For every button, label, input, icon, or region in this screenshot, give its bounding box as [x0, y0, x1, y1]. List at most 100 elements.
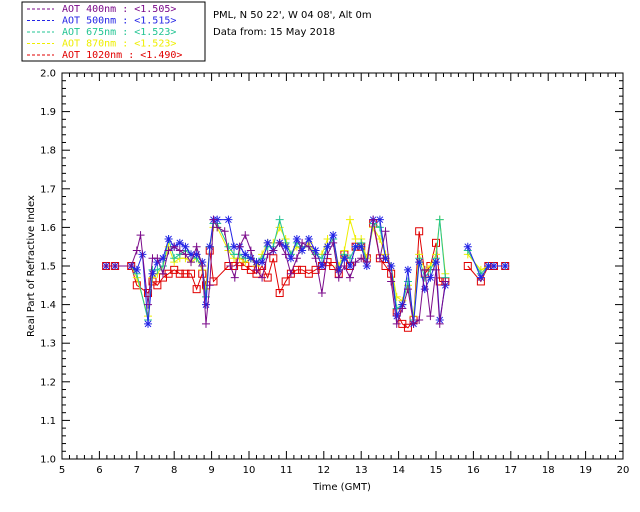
data-point — [329, 231, 338, 240]
x-tick-label: 12 — [317, 465, 330, 476]
data-point — [181, 250, 190, 259]
data-point — [153, 265, 162, 274]
data-point — [158, 254, 167, 263]
data-point — [351, 242, 360, 251]
data-point — [340, 254, 349, 263]
x-tick-label: 10 — [243, 465, 256, 476]
series-5 — [102, 219, 510, 332]
data-point — [275, 289, 284, 298]
data-point — [432, 238, 440, 247]
x-tick-label: 6 — [96, 465, 102, 476]
data-point — [153, 281, 162, 290]
data-point — [187, 250, 196, 259]
data-point — [187, 269, 196, 278]
data-point — [392, 312, 401, 321]
x-tick-label: 20 — [617, 465, 630, 476]
x-tick-label: 19 — [579, 465, 592, 476]
data-point — [192, 285, 201, 294]
data-point — [281, 277, 290, 286]
x-tick-label: 18 — [542, 465, 555, 476]
data-point — [463, 242, 472, 251]
legend-label: AOT 675nm : <1.523> — [62, 27, 176, 38]
data-point — [292, 234, 301, 243]
data-point — [403, 265, 412, 274]
data-point — [298, 246, 307, 255]
data-point — [258, 273, 267, 282]
data-point — [252, 258, 261, 267]
data-point — [275, 223, 284, 232]
y-tick-label: 2.0 — [40, 69, 56, 80]
data-point — [111, 262, 120, 270]
data-point — [153, 254, 162, 263]
data-point — [127, 262, 136, 270]
data-point — [381, 227, 390, 236]
data-point — [403, 277, 412, 286]
x-tick-label: 17 — [504, 465, 517, 476]
legend-label: AOT 870nm : <1.523> — [62, 39, 176, 50]
data-point — [415, 258, 424, 267]
data-point — [398, 304, 407, 313]
x-axis-title: Time (GMT) — [312, 482, 371, 493]
data-point — [489, 262, 498, 270]
data-point — [164, 246, 173, 255]
data-point — [246, 246, 255, 255]
data-point — [281, 250, 290, 259]
data-point — [323, 242, 332, 251]
data-point — [362, 258, 371, 267]
data-point — [269, 254, 278, 263]
data-point — [144, 289, 153, 298]
data-point — [209, 215, 218, 224]
data-point — [304, 242, 313, 251]
series-layer — [102, 215, 510, 332]
data-point — [275, 238, 284, 247]
data-point — [334, 273, 343, 282]
data-point — [375, 215, 384, 224]
data-point — [426, 312, 435, 321]
data-point — [317, 262, 326, 270]
data-point — [132, 246, 141, 255]
data-point — [340, 262, 349, 270]
data-point — [334, 265, 343, 274]
data-point — [323, 250, 332, 259]
data-point — [158, 269, 167, 278]
y-tick-label: 1.4 — [40, 300, 56, 311]
data-point — [192, 242, 201, 251]
y-tick-label: 1.0 — [40, 455, 56, 466]
data-point — [420, 285, 429, 294]
data-point — [230, 273, 239, 282]
data-point — [345, 262, 354, 270]
y-tick-label: 1.7 — [40, 184, 56, 195]
y-tick-label: 1.3 — [40, 339, 56, 350]
data-point — [132, 265, 141, 274]
data-point — [144, 319, 153, 328]
legend-label: AOT 500nm : <1.515> — [62, 16, 176, 27]
data-point — [201, 300, 210, 309]
data-point — [403, 323, 412, 332]
data-point — [205, 242, 214, 251]
data-point — [420, 265, 429, 274]
data-point — [170, 242, 179, 251]
data-point — [375, 223, 384, 232]
x-tick-label: 5 — [59, 465, 65, 476]
legend: AOT 400nm : <1.505>AOT 500nm : <1.515>AO… — [21, 1, 206, 62]
data-point — [198, 262, 207, 270]
legend-label: AOT 400nm : <1.505> — [62, 4, 176, 15]
data-point — [441, 277, 450, 286]
x-tick-label: 8 — [171, 465, 177, 476]
data-point — [435, 215, 444, 224]
y-tick-label: 1.5 — [40, 262, 56, 273]
x-tick-label: 13 — [355, 465, 368, 476]
data-point — [392, 292, 401, 301]
x-tick-label: 15 — [430, 465, 443, 476]
y-tick-label: 1.8 — [40, 146, 56, 157]
data-point — [375, 254, 384, 263]
data-point — [136, 231, 145, 240]
y-axis-title: Real Part of Refractive Index — [26, 195, 37, 337]
data-point — [311, 254, 320, 263]
data-point — [311, 246, 320, 255]
data-point — [220, 227, 229, 236]
y-tick-label: 1.2 — [40, 377, 56, 388]
data-point — [252, 265, 261, 274]
data-point — [387, 277, 396, 286]
